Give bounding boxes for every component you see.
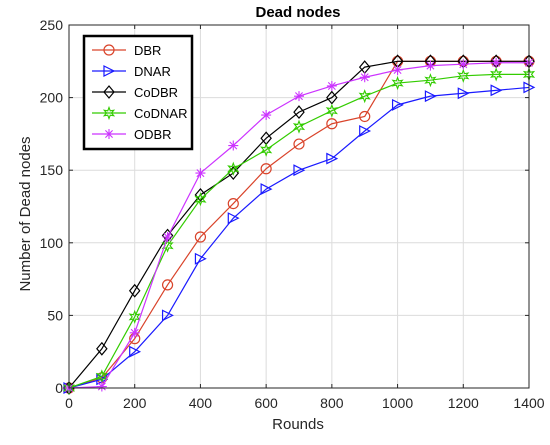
x-tick-label: 200 — [123, 395, 147, 411]
data-point-odbr — [96, 381, 107, 392]
x-tick-label: 1000 — [382, 395, 413, 411]
data-point-dbr — [161, 279, 174, 291]
y-tick-label: 50 — [47, 307, 63, 323]
data-point-dbr — [359, 110, 371, 123]
data-point-odbr — [162, 231, 173, 242]
series-line-codnar — [68, 73, 529, 389]
x-tick-label: 1400 — [513, 395, 544, 411]
data-point-dbr — [326, 118, 338, 130]
x-tick-label: 400 — [189, 395, 213, 411]
data-point-odbr — [425, 60, 436, 71]
data-point-odbr — [326, 80, 337, 91]
x-tick-label: 600 — [254, 395, 278, 411]
series-codbr — [63, 54, 535, 395]
data-point-codnar — [391, 76, 404, 91]
data-point-odbr — [491, 57, 502, 68]
data-point-codnar — [62, 380, 76, 396]
data-point-dnar — [293, 164, 306, 177]
y-tick-label: 200 — [40, 90, 64, 106]
legend-label-odbr: ODBR — [134, 127, 172, 142]
data-point-odbr — [195, 168, 206, 179]
x-tick-label: 0 — [65, 395, 73, 411]
data-point-dnar — [424, 90, 437, 103]
data-point-codnar — [490, 67, 503, 82]
data-point-codnar — [292, 119, 306, 134]
data-point-dnar — [161, 309, 174, 322]
data-point-codbr — [194, 187, 207, 202]
series-line-dnar — [68, 86, 530, 389]
data-point-dbr — [227, 197, 239, 210]
series-line-codbr — [68, 60, 529, 389]
data-point-odbr — [261, 110, 272, 121]
data-point-odbr — [228, 140, 239, 151]
data-point-dbr — [260, 163, 272, 175]
data-point-codnar — [424, 73, 437, 88]
y-tick-label: 250 — [40, 17, 64, 33]
data-point-dnar — [129, 345, 142, 358]
y-axis-label: Number of Dead nodes — [17, 136, 34, 291]
legend-marker-dbr — [103, 44, 115, 56]
data-point-dnar — [490, 84, 503, 97]
data-point-codnar — [325, 103, 338, 118]
data-point-codbr — [96, 341, 108, 356]
legend-marker-codbr — [103, 85, 115, 99]
legend-label-dnar: DNAR — [134, 64, 171, 79]
data-point-dnar — [359, 125, 372, 137]
legend-marker-codnar — [102, 105, 116, 121]
data-point-dnar — [326, 152, 339, 165]
data-point-codnar — [457, 68, 470, 83]
legend-marker-dnar — [103, 65, 116, 77]
chart-title: Dead nodes — [255, 4, 340, 21]
data-point-dbr — [194, 231, 207, 243]
legend-label-codbr: CoDBR — [134, 85, 178, 100]
legend: DBR DNAR CoDBR CoDNAR ODBR — [82, 34, 194, 151]
legend-label-codnar: CoDNAR — [134, 106, 187, 121]
y-tick-label: 100 — [40, 235, 64, 251]
y-tick-label: 0 — [55, 380, 63, 396]
data-point-odbr — [359, 72, 370, 83]
data-point-dnar — [227, 212, 240, 225]
data-point-odbr — [458, 59, 469, 70]
data-point-codbr — [128, 283, 141, 298]
data-point-codnar — [194, 192, 207, 207]
data-point-codbr — [293, 105, 305, 120]
axis-ticks: 0 200 400 600 800 1000 1200 1400 0 50 100 150 200 250 — [40, 17, 545, 411]
series-codnar — [62, 67, 536, 396]
series-layer — [62, 54, 536, 396]
x-tick-label: 1200 — [448, 395, 479, 411]
data-point-codbr — [326, 90, 338, 105]
y-tick-label: 150 — [40, 162, 64, 178]
data-point-odbr — [294, 91, 304, 102]
plot-frame — [68, 24, 530, 389]
data-point-dnar — [194, 252, 207, 265]
legend-marker-odbr — [104, 129, 114, 139]
data-point-dnar — [260, 183, 273, 196]
data-point-codnar — [128, 309, 141, 324]
x-tick-label: 800 — [320, 395, 344, 411]
data-point-dnar — [391, 98, 404, 111]
data-point-odbr — [129, 327, 140, 338]
data-point-odbr — [392, 65, 403, 76]
data-point-codnar — [358, 89, 371, 104]
data-point-codnar — [227, 161, 240, 176]
data-point-dnar — [457, 87, 470, 100]
data-point-dbr — [293, 138, 305, 150]
data-point-codnar — [161, 238, 174, 253]
data-point-codnar — [260, 142, 273, 157]
legend-label-dbr: DBR — [134, 43, 161, 58]
x-axis-label: Rounds — [272, 416, 324, 433]
